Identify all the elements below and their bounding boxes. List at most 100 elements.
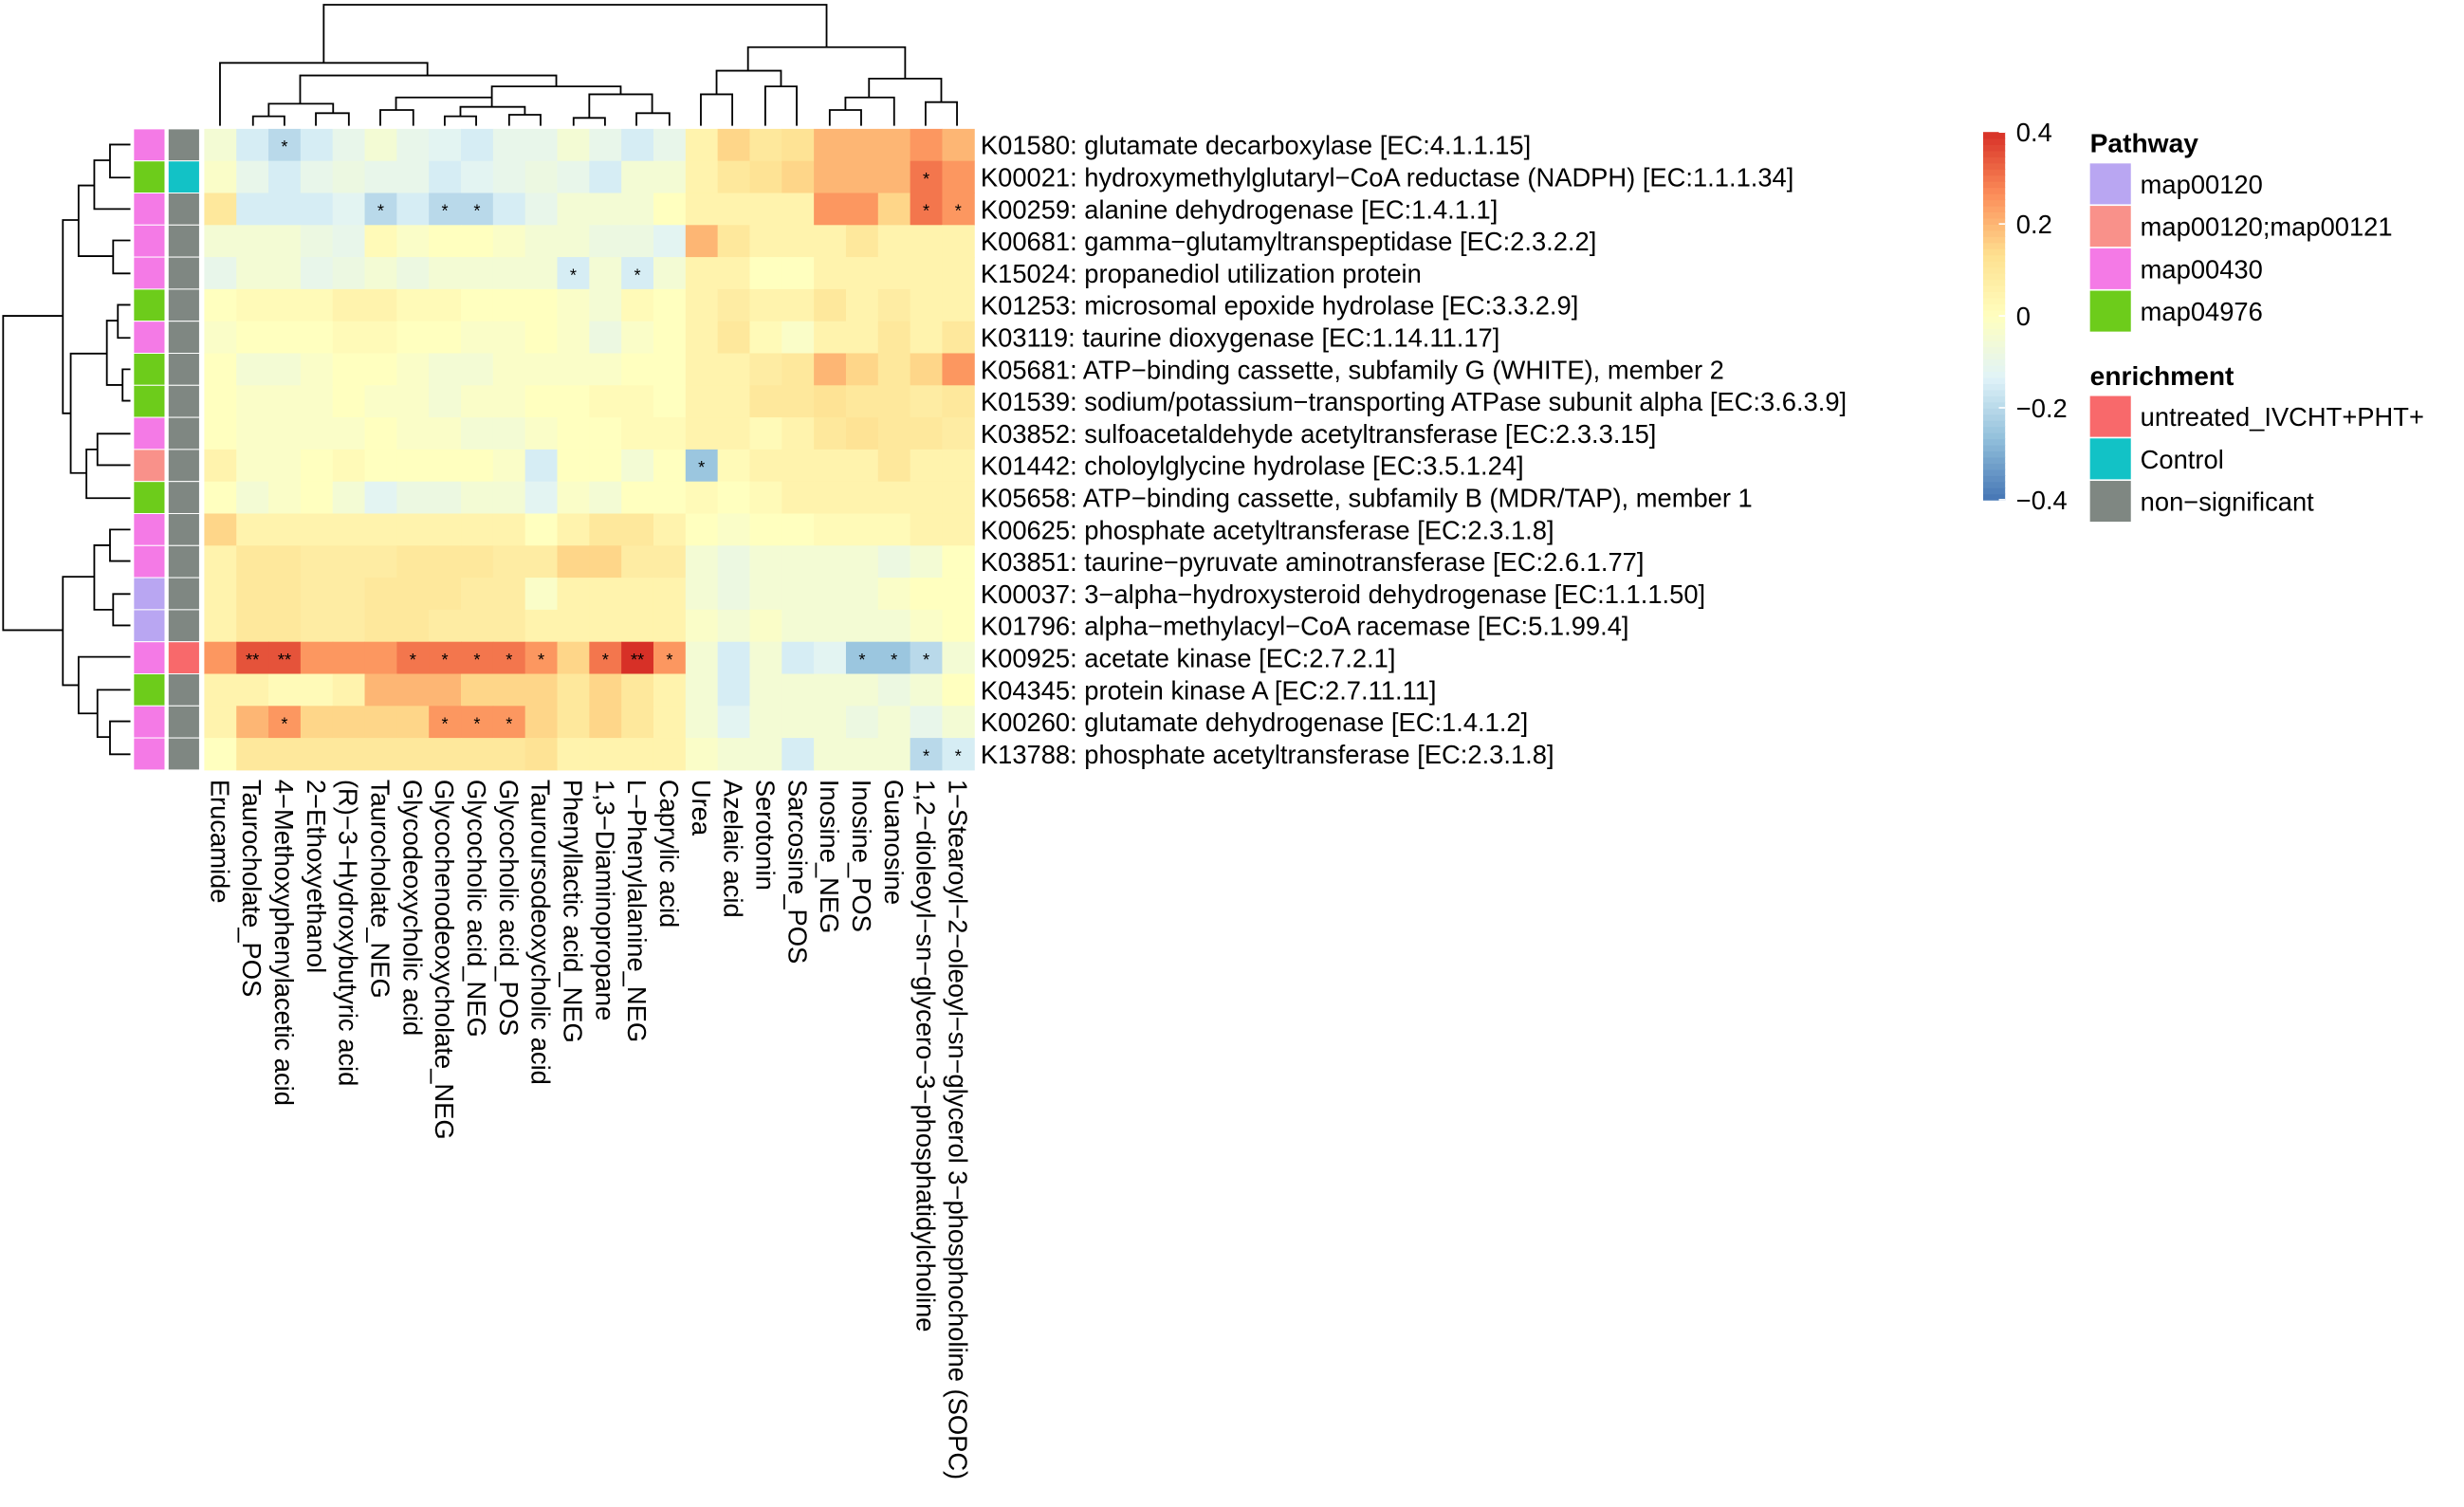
heatmap-cell <box>910 706 943 739</box>
heatmap-cell <box>621 417 654 450</box>
significance-label: ** <box>278 651 291 670</box>
colorbar-step <box>1982 334 2006 341</box>
enrichment-annotation <box>167 384 200 418</box>
column-label: (R)−3−Hydroxybutyric acid <box>334 780 363 1087</box>
heatmap-cell <box>300 385 334 418</box>
heatmap-cell <box>653 641 687 674</box>
heatmap-cell <box>461 609 494 643</box>
heatmap-cell <box>204 288 237 322</box>
heatmap-cell <box>685 738 719 771</box>
heatmap-cell <box>429 417 462 450</box>
heatmap-cell <box>653 128 687 162</box>
column-label: Caprylic acid <box>654 780 684 928</box>
heatmap-cell <box>268 257 302 290</box>
heatmap-cell <box>685 128 719 162</box>
column-dendrogram <box>219 4 958 126</box>
colorbar-step <box>1982 260 2006 268</box>
enrichment-annotation <box>167 449 200 483</box>
significance-label: ** <box>631 651 644 670</box>
heatmap-cell <box>300 706 334 739</box>
heatmap-cell <box>845 321 879 354</box>
legend-swatch <box>2089 163 2131 205</box>
heatmap-cell <box>621 738 654 771</box>
heatmap-cell <box>236 578 269 611</box>
heatmap-cell <box>910 513 943 546</box>
heatmap-cell <box>204 128 237 162</box>
heatmap-cell <box>781 128 815 162</box>
heatmap-cell <box>204 481 237 514</box>
heatmap-cell <box>268 288 302 322</box>
heatmap-cell <box>942 609 975 643</box>
column-label: 1,2−dioleoyl−sn−glycero−3−phosphatidylch… <box>911 780 941 1332</box>
heatmap-cell <box>749 738 782 771</box>
heatmap-cell <box>685 449 719 483</box>
heatmap-cell <box>845 578 879 611</box>
heatmap-cell <box>877 673 911 707</box>
heatmap-cell <box>717 225 750 258</box>
legend-label: untreated_IVCHT+PHT+ <box>2141 402 2424 432</box>
heatmap-cell <box>910 160 943 193</box>
heatmap-cell <box>653 706 687 739</box>
heatmap-cell <box>814 128 847 162</box>
heatmap-cell <box>781 641 815 674</box>
heatmap-cell <box>461 578 494 611</box>
heatmap-cell <box>845 288 879 322</box>
colorbar-step <box>1982 168 2006 176</box>
heatmap-cell <box>332 417 366 450</box>
heatmap-cell <box>621 128 654 162</box>
colorbar-step <box>1982 346 2006 354</box>
heatmap-cell <box>685 706 719 739</box>
heatmap-cell <box>621 641 654 674</box>
heatmap-cell <box>364 738 397 771</box>
colorbar-step <box>1982 156 2006 164</box>
heatmap-cell <box>396 257 430 290</box>
heatmap-cell <box>268 609 302 643</box>
heatmap-cell <box>942 545 975 579</box>
heatmap-cell <box>204 706 237 739</box>
heatmap-cell <box>781 706 815 739</box>
heatmap-cell <box>653 481 687 514</box>
heatmap-cell <box>524 128 559 162</box>
heatmap-cell <box>877 706 911 739</box>
heatmap-cell <box>685 321 719 354</box>
heatmap-cell <box>845 673 879 707</box>
heatmap-cell <box>845 641 879 674</box>
heatmap-cell <box>942 353 975 386</box>
heatmap-cell <box>845 225 879 258</box>
colorbar-step <box>1982 426 2006 433</box>
heatmap-cell <box>749 513 782 546</box>
heatmap-cell <box>749 706 782 739</box>
heatmap-cell <box>300 609 334 643</box>
heatmap-cell <box>204 225 237 258</box>
row-label: K03852: sulfoacetaldehyde acetyltransfer… <box>981 419 1657 449</box>
heatmap-cell <box>429 578 462 611</box>
heatmap-cell <box>814 609 847 643</box>
colorbar-tick-label: 0.2 <box>2016 210 2052 239</box>
pathway-annotation <box>133 449 166 483</box>
heatmap-cell <box>268 321 302 354</box>
significance-label: * <box>955 202 962 221</box>
heatmap-cell <box>204 641 237 674</box>
heatmap-cell <box>461 225 494 258</box>
column-label: Tauroursodeoxycholic acid <box>526 780 556 1085</box>
heatmap-cell <box>942 225 975 258</box>
heatmap-cell <box>332 481 366 514</box>
heatmap-cell <box>781 545 815 579</box>
colorbar-step <box>1982 377 2006 384</box>
heatmap-cell <box>589 609 622 643</box>
heatmap-cell <box>524 513 559 546</box>
heatmap-cell <box>300 417 334 450</box>
heatmap-cell <box>300 225 334 258</box>
heatmap-cell <box>492 609 526 643</box>
colorbar-step <box>1982 205 2006 213</box>
heatmap-cell <box>814 641 847 674</box>
column-label: Guanosine <box>879 780 909 905</box>
heatmap-cell <box>204 353 237 386</box>
heatmap-cell <box>300 160 334 193</box>
heatmap-cell <box>910 578 943 611</box>
colorbar-tick-label: 0.4 <box>2016 118 2052 147</box>
heatmap-cell <box>749 545 782 579</box>
colorbar-step <box>1982 414 2006 421</box>
enrichment-annotation <box>167 737 200 771</box>
pathway-annotation <box>133 192 166 226</box>
